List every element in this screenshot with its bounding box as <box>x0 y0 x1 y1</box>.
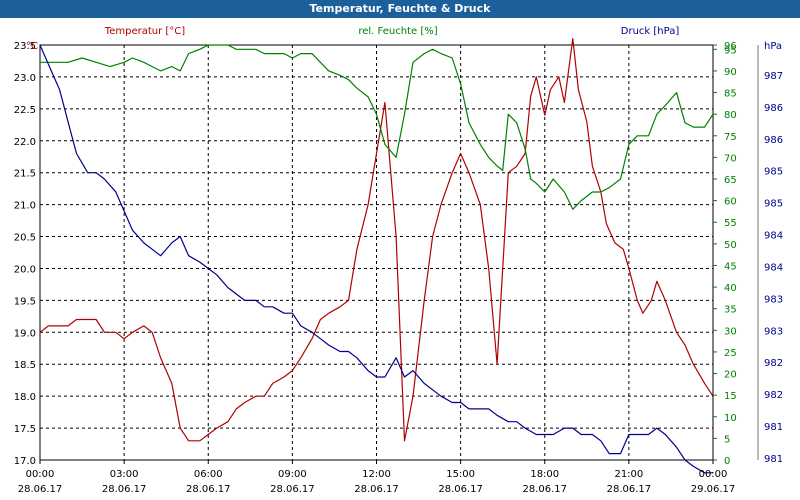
humidity-tick-label: 75 <box>724 132 737 143</box>
humidity-tick-label: 50 <box>724 240 737 251</box>
pressure-tick-label: 981 <box>764 422 783 433</box>
x-tick-time: 15:00 <box>446 469 475 480</box>
pressure-unit: hPa <box>764 41 782 52</box>
x-tick-time: 09:00 <box>278 469 307 480</box>
humidity-tick-label: 80 <box>724 110 737 121</box>
chart: 00:00 28.06.17 03:00 28.06.17 06:00 28.06.17 0… <box>14 26 783 495</box>
pressure-tick-label: 981 <box>764 454 783 465</box>
x-tick-time: 12:00 <box>362 469 391 480</box>
temperature-tick-label: 17.0 <box>14 456 36 467</box>
humidity-tick-label: 5 <box>724 434 730 445</box>
humidity-tick-label: 90 <box>724 67 737 78</box>
grid <box>40 45 713 460</box>
x-tick-date: 29.06.17 <box>691 484 736 495</box>
temperature-tick-label: 22.0 <box>14 137 36 148</box>
temperature-tick-label: 18.0 <box>14 392 36 403</box>
temperature-tick-label: 18.5 <box>14 360 36 371</box>
pressure-tick-label: 983 <box>764 326 783 337</box>
humidity-tick-label: 0 <box>724 456 730 467</box>
pressure-tick-label: 985 <box>764 199 783 210</box>
pressure-tick-label: 987 <box>764 71 783 82</box>
x-tick-date: 28.06.17 <box>18 484 63 495</box>
x-tick-date: 28.06.17 <box>186 484 231 495</box>
legend: Temperatur [°C] rel. Feuchte [%] Druck [hP… <box>104 26 680 37</box>
temperature-tick-label: 23.5 <box>14 41 36 52</box>
pressure-tick-label: 985 <box>764 167 783 178</box>
series-line-temperature <box>39 38 714 442</box>
legend-entry-pressure: Druck [hPa] <box>621 26 680 37</box>
series-lines <box>39 38 714 474</box>
pressure-tick-label: 983 <box>764 294 783 305</box>
temperature-tick-label: 22.5 <box>14 105 36 116</box>
x-tick-time: 21:00 <box>614 469 643 480</box>
humidity-tick-label: 96 <box>724 41 737 52</box>
humidity-tick-label: 20 <box>724 370 737 381</box>
pressure-tick-label: 986 <box>764 103 783 114</box>
pressure-tick-label: 984 <box>764 231 783 242</box>
temperature-tick-label: 19.5 <box>14 296 36 307</box>
x-tick-date: 28.06.17 <box>354 484 399 495</box>
pressure-tick-label: 984 <box>764 262 783 273</box>
pressure-tick-label: 986 <box>764 135 783 146</box>
humidity-tick-label: 35 <box>724 305 737 316</box>
temperature-tick-label: 21.0 <box>14 201 36 212</box>
pressure-tick-label: 982 <box>764 358 783 369</box>
temperature-tick-label: 20.0 <box>14 264 36 275</box>
temperature-tick-label: 21.5 <box>14 169 36 180</box>
humidity-tick-label: 85 <box>724 89 737 100</box>
pressure-tick-label: 982 <box>764 390 783 401</box>
humidity-tick-label: 30 <box>724 326 737 337</box>
humidity-tick-label: 60 <box>724 197 737 208</box>
x-tick-time: 00:00 <box>699 469 728 480</box>
x-tick-time: 18:00 <box>530 469 559 480</box>
humidity-tick-label: 55 <box>724 218 737 229</box>
humidity-tick-label: 40 <box>724 283 737 294</box>
temperature-tick-label: 17.5 <box>14 424 36 435</box>
x-axis-ticks: 00:00 28.06.17 03:00 28.06.17 06:00 28.06.17 0… <box>18 460 736 495</box>
window-title: Temperatur, Feuchte & Druck <box>0 0 800 18</box>
x-tick-time: 03:00 <box>110 469 139 480</box>
x-tick-date: 28.06.17 <box>270 484 315 495</box>
legend-entry-temperature: Temperatur [°C] <box>104 26 185 37</box>
temperature-tick-label: 23.0 <box>14 73 36 84</box>
humidity-tick-label: 95 <box>724 45 737 56</box>
x-tick-date: 28.06.17 <box>438 484 483 495</box>
temperature-tick-label: 20.5 <box>14 233 36 244</box>
temperature-unit: °C <box>26 41 38 52</box>
legend-entry-humidity: rel. Feuchte [%] <box>358 26 437 37</box>
temperature-axis: 23.5 23.0 22.5 22.0 21.5 21.0 20.5 20.0 19.5 19.0… <box>14 41 38 467</box>
series-line-pressure <box>39 44 713 474</box>
series-line-humidity <box>40 44 714 210</box>
humidity-tick-label: 45 <box>724 261 737 272</box>
humidity-tick-label: 25 <box>724 348 737 359</box>
x-tick-time: 00:00 <box>26 469 55 480</box>
x-tick-date: 28.06.17 <box>607 484 652 495</box>
humidity-tick-label: 10 <box>724 413 737 424</box>
humidity-tick-label: 15 <box>724 391 737 402</box>
temperature-tick-label: 19.0 <box>14 328 36 339</box>
x-tick-date: 28.06.17 <box>102 484 147 495</box>
humidity-tick-label: 65 <box>724 175 737 186</box>
humidity-tick-label: 70 <box>724 153 737 164</box>
pressure-axis: 987 986 986 985 985 984 984 983 983 982 982 981 981 h… <box>757 41 783 465</box>
x-tick-date: 28.06.17 <box>522 484 567 495</box>
x-tick-time: 06:00 <box>194 469 223 480</box>
